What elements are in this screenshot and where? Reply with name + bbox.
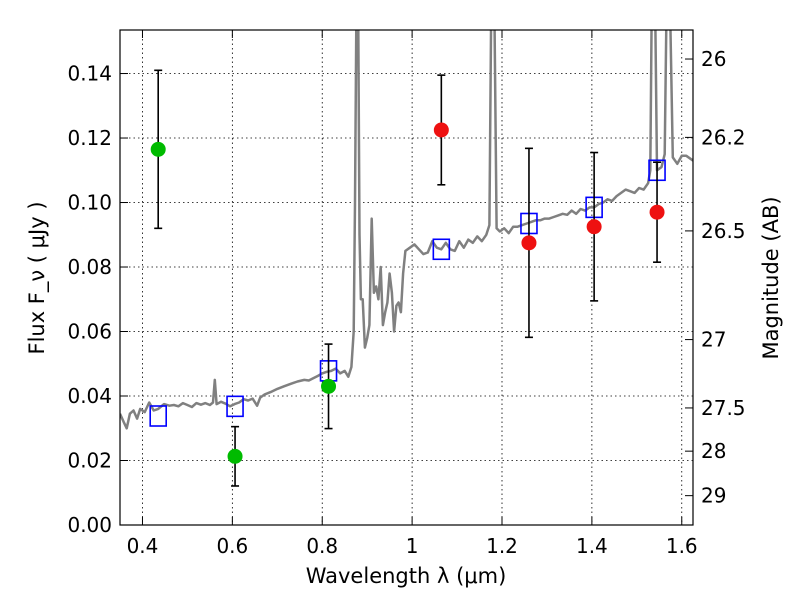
y2-tick-label: 26.2 — [701, 125, 746, 149]
photometry-point — [649, 204, 665, 220]
x-tick-label: 0.6 — [216, 534, 248, 558]
y2-tick-label: 27.5 — [701, 396, 746, 420]
grid — [120, 30, 693, 526]
photometry-point — [586, 219, 602, 235]
y2-tick-label: 26.5 — [701, 219, 746, 243]
x-tick-label: 0.4 — [127, 534, 159, 558]
y-tick-label: 0.08 — [67, 255, 112, 279]
plot-frame — [119, 29, 694, 526]
x-tick-label: 1.4 — [576, 534, 608, 558]
model-square-point — [226, 395, 244, 418]
model-square-point — [149, 405, 167, 427]
y-tick-label: 0.04 — [67, 384, 112, 408]
spectrum-line — [120, 30, 693, 430]
axes: 0.4 0.6 0.8 1 1.2 1.4 1.6 0.00 0.02 0.04 0.06 0.08 0… — [67, 30, 746, 558]
y2-tick-label: 28 — [701, 439, 726, 463]
data-layer — [120, 30, 693, 487]
photometry-point — [321, 378, 337, 394]
x-tick-label: 1.2 — [486, 534, 518, 558]
y-tick-label: 0.14 — [67, 62, 112, 86]
photometry-point — [433, 122, 449, 138]
y-tick-label: 0.02 — [67, 449, 112, 473]
y2-tick-label: 29 — [701, 484, 726, 508]
y-tick-label: 0.06 — [67, 320, 112, 344]
photometry-point — [227, 448, 243, 464]
y-tick-label: 0.12 — [67, 126, 112, 150]
x-tick-label: 1.6 — [666, 534, 698, 558]
y2-tick-label: 26 — [701, 47, 726, 71]
y2-tick-label: 27 — [701, 328, 726, 352]
y-tick-label: 0.00 — [67, 513, 112, 537]
y-axis-label: Flux F_ν ( μJy ) — [25, 201, 50, 354]
photometry-point — [521, 235, 537, 251]
x-axis-label: Wavelength λ (μm) — [306, 564, 507, 588]
y2-axis-label: Magnitude (AB) — [759, 196, 783, 359]
y-tick-label: 0.10 — [67, 191, 112, 215]
x-tick-label: 0.8 — [306, 534, 338, 558]
photometry-point — [150, 141, 166, 157]
model-square-point — [432, 238, 451, 261]
x-tick-label: 1 — [406, 534, 419, 558]
